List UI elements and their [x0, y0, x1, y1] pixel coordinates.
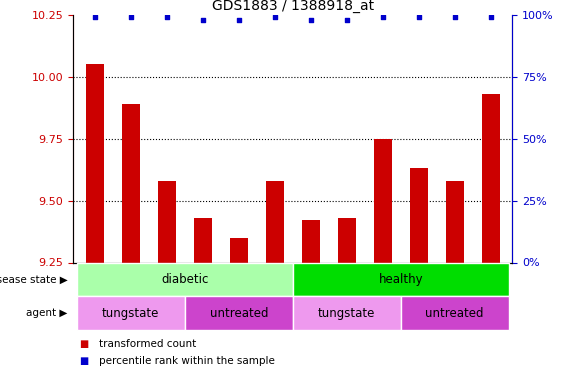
- Text: ■: ■: [79, 339, 88, 350]
- Bar: [194, 218, 212, 262]
- Bar: [266, 181, 284, 262]
- Point: [162, 15, 171, 21]
- Point: [342, 17, 351, 23]
- Text: diabetic: diabetic: [161, 273, 208, 286]
- Text: transformed count: transformed count: [99, 339, 196, 350]
- Text: ■: ■: [79, 356, 88, 366]
- Bar: [338, 218, 356, 262]
- Bar: [86, 64, 104, 262]
- Point: [306, 17, 315, 23]
- Bar: [446, 181, 464, 262]
- Point: [234, 17, 243, 23]
- Bar: [122, 104, 140, 262]
- Text: agent ▶: agent ▶: [26, 308, 68, 318]
- Point: [450, 15, 459, 21]
- Bar: [158, 181, 176, 262]
- Text: tungstate: tungstate: [318, 307, 376, 320]
- Point: [126, 15, 135, 21]
- Bar: [410, 168, 428, 262]
- Text: percentile rank within the sample: percentile rank within the sample: [99, 356, 274, 366]
- Bar: [374, 139, 392, 262]
- Point: [90, 15, 99, 21]
- Bar: [482, 94, 500, 262]
- Point: [270, 15, 279, 21]
- Bar: [230, 238, 248, 262]
- Text: untreated: untreated: [209, 307, 268, 320]
- Title: GDS1883 / 1388918_at: GDS1883 / 1388918_at: [212, 0, 374, 13]
- Point: [414, 15, 423, 21]
- Point: [378, 15, 387, 21]
- Text: disease state ▶: disease state ▶: [0, 274, 68, 284]
- Text: untreated: untreated: [426, 307, 484, 320]
- Bar: [302, 220, 320, 262]
- Text: tungstate: tungstate: [102, 307, 159, 320]
- Text: healthy: healthy: [378, 273, 423, 286]
- Point: [198, 17, 207, 23]
- Point: [486, 15, 495, 21]
